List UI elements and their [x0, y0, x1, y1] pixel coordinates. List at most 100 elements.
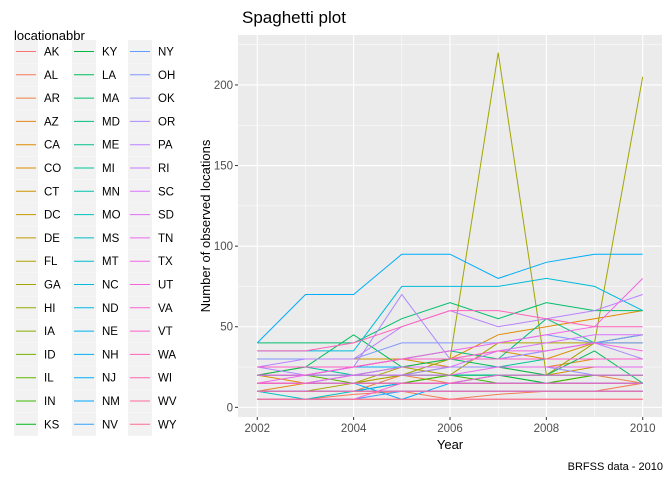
legend-item-me: ME — [72, 133, 120, 157]
legend-label: UT — [158, 280, 173, 292]
legend-item-dc: DC — [14, 203, 61, 227]
legend-label: CO — [44, 163, 61, 175]
x-tick-label: 2004 — [341, 423, 367, 435]
legend-label: SD — [158, 210, 174, 222]
legend-item-wa: WA — [128, 342, 176, 366]
x-tick-label: 2006 — [437, 423, 463, 435]
legend-item-ma: MA — [72, 86, 120, 110]
legend-item-ne: NE — [72, 319, 118, 343]
legend-label: MS — [102, 233, 120, 245]
legend-label: IA — [44, 326, 55, 338]
legend-title: locationabbr — [14, 28, 85, 43]
legend-item-nh: NH — [72, 342, 119, 366]
legend-label: ID — [44, 349, 56, 361]
legend-label: PA — [158, 140, 173, 152]
legend-item-or: OR — [128, 109, 175, 133]
legend-item-ia: IA — [14, 319, 55, 343]
legend-item-nj: NJ — [72, 366, 116, 390]
legend-label: KY — [102, 47, 118, 59]
legend-item-mi: MI — [72, 156, 115, 180]
legend-label: MN — [102, 186, 120, 198]
legend-item-wv: WV — [128, 389, 177, 413]
legend-label: WV — [158, 396, 177, 408]
legend-item-tn: TN — [128, 226, 173, 250]
legend-item-hi: HI — [14, 296, 56, 320]
legend-item-mo: MO — [72, 203, 121, 227]
legend-label: AK — [44, 47, 60, 59]
series-lines — [256, 52, 644, 400]
legend-label: WI — [158, 373, 172, 385]
legend-item-in: IN — [14, 389, 56, 413]
legend-label: WY — [158, 419, 177, 431]
series-line-tn — [257, 366, 643, 384]
legend-item-sd: SD — [128, 203, 174, 227]
legend-label: AL — [44, 70, 59, 82]
series-line-nj — [256, 253, 643, 344]
legend-label: MI — [102, 163, 115, 175]
legend-item-ca: CA — [14, 133, 60, 157]
legend-item-ks: KS — [14, 412, 60, 436]
legend-item-wi: WI — [128, 366, 172, 390]
legend-label: SC — [158, 186, 174, 198]
legend-item-ok: OK — [128, 86, 175, 110]
legend-label: CT — [44, 186, 59, 198]
gridlines — [238, 35, 662, 417]
legend-label: NY — [158, 47, 174, 59]
legend-label: RI — [158, 163, 170, 175]
legend-label: KS — [44, 419, 60, 431]
y-tick-label: 150 — [214, 161, 233, 173]
x-axis-label: Year — [437, 437, 464, 452]
legend-label: TX — [158, 256, 173, 268]
legend-label: IN — [44, 396, 56, 408]
legend-label: WA — [158, 349, 176, 361]
legend-item-ut: UT — [128, 273, 173, 296]
legend-item-nv: NV — [72, 412, 118, 436]
legend-label: ME — [102, 140, 120, 152]
legend-item-tx: TX — [128, 249, 173, 273]
y-axis: 0 50 100 150 200 — [214, 80, 238, 414]
legend-label: NV — [102, 419, 118, 431]
legend-item-az: AZ — [14, 109, 59, 133]
y-tick-label: 100 — [214, 241, 233, 253]
legend-label: CA — [44, 140, 60, 152]
legend-item-nd: ND — [72, 296, 119, 320]
legend-item-wy: WY — [128, 412, 177, 436]
legend-label: NE — [102, 326, 118, 338]
y-axis-label: Number of observed locations — [198, 139, 213, 312]
legend-label: ND — [102, 303, 119, 315]
legend-label: GA — [44, 280, 61, 292]
legend-item-nm: NM — [72, 389, 120, 413]
legend-item-ms: MS — [72, 226, 120, 250]
legend-item-ak: AK — [14, 40, 60, 63]
legend-label: MA — [102, 93, 120, 105]
x-axis: 2002 2004 2006 2008 2010 — [244, 417, 656, 435]
legend-item-ri: RI — [128, 156, 170, 180]
x-tick-label: 2008 — [534, 423, 560, 435]
legend-item-pa: PA — [128, 133, 173, 157]
legend-item-id: ID — [14, 342, 56, 366]
series-line-sc — [257, 334, 643, 376]
legend-item-mt: MT — [72, 249, 119, 273]
legend-label: NC — [102, 280, 119, 292]
legend-label: AR — [44, 93, 60, 105]
legend-item-ar: AR — [14, 86, 60, 110]
legend-label: NJ — [102, 373, 116, 385]
x-tick-label: 2002 — [244, 423, 270, 435]
legend-label: OH — [158, 70, 175, 82]
y-tick-label: 200 — [214, 80, 233, 92]
legend-item-co: CO — [14, 156, 61, 180]
legend-item-la: LA — [72, 63, 116, 87]
legend-item-mn: MN — [72, 179, 120, 203]
legend-label: AZ — [44, 116, 59, 128]
legend: AK AL AR AZ CA CO CT DC DE FL GA HI IA ID IL IN KS KY LA MA… — [14, 40, 177, 436]
legend-item-nc: NC — [72, 273, 119, 296]
legend-label: DE — [44, 233, 60, 245]
legend-item-fl: FL — [14, 249, 58, 273]
legend-label: FL — [44, 256, 58, 268]
legend-label: DC — [44, 210, 61, 222]
legend-item-al: AL — [14, 63, 59, 87]
x-tick-label: 2010 — [630, 423, 656, 435]
legend-label: HI — [44, 303, 56, 315]
legend-item-md: MD — [72, 109, 120, 133]
